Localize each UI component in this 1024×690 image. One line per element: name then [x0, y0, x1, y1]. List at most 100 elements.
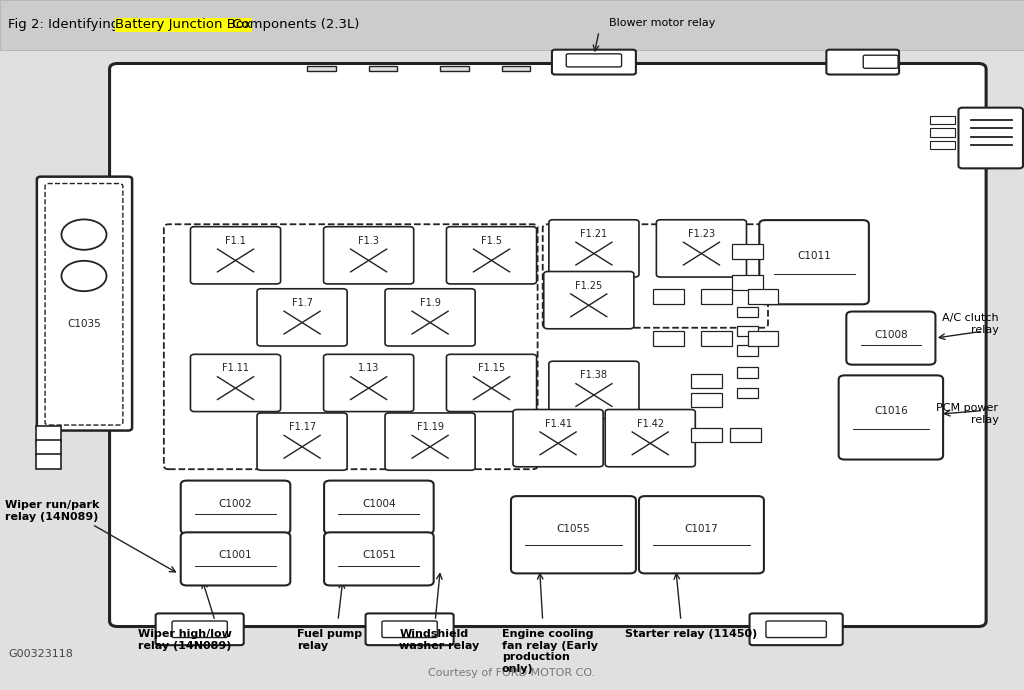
Bar: [691, 428, 722, 442]
Text: F1.11: F1.11: [222, 364, 249, 373]
Bar: [701, 289, 732, 304]
Text: PCM power
relay: PCM power relay: [936, 403, 998, 425]
Bar: [502, 66, 530, 71]
Text: Wiper run/park
relay (14N089): Wiper run/park relay (14N089): [5, 500, 99, 522]
FancyBboxPatch shape: [839, 375, 943, 460]
Bar: [0, 0, 1024, 50]
FancyBboxPatch shape: [826, 50, 899, 75]
Text: Components (2.3L): Components (2.3L): [227, 19, 359, 31]
Text: C1002: C1002: [219, 499, 252, 509]
Bar: [369, 66, 397, 71]
Text: G00323118: G00323118: [8, 649, 73, 659]
Bar: [737, 345, 758, 356]
Text: F1.38: F1.38: [581, 371, 607, 380]
Text: Blower motor relay: Blower motor relay: [609, 18, 716, 28]
FancyBboxPatch shape: [552, 50, 636, 75]
FancyBboxPatch shape: [656, 219, 746, 277]
Text: 1.13: 1.13: [358, 364, 379, 373]
Bar: [36, 440, 61, 455]
FancyBboxPatch shape: [385, 288, 475, 346]
FancyBboxPatch shape: [760, 220, 868, 304]
Text: Courtesy of FORD MOTOR CO.: Courtesy of FORD MOTOR CO.: [428, 668, 596, 678]
Text: C1055: C1055: [557, 524, 590, 534]
Text: F1.15: F1.15: [478, 364, 505, 373]
Bar: [653, 289, 684, 304]
Text: C1051: C1051: [362, 551, 395, 560]
Bar: [653, 331, 684, 346]
Text: F1.23: F1.23: [688, 229, 715, 239]
Bar: [930, 116, 955, 124]
Bar: [748, 331, 778, 346]
Text: Engine cooling
fan relay (Early
production
only): Engine cooling fan relay (Early producti…: [502, 629, 598, 674]
FancyBboxPatch shape: [37, 177, 132, 431]
Text: F1.17: F1.17: [289, 422, 315, 432]
Text: Wiper high/low
relay (14N089): Wiper high/low relay (14N089): [138, 629, 232, 651]
Bar: [307, 66, 336, 71]
Text: C1017: C1017: [685, 524, 718, 534]
Text: F1.25: F1.25: [575, 281, 602, 290]
Text: F1.19: F1.19: [417, 422, 443, 432]
Text: F1.42: F1.42: [637, 419, 664, 428]
Text: Windshield
washer relay: Windshield washer relay: [399, 629, 479, 651]
Text: Starter relay (11450): Starter relay (11450): [625, 629, 757, 639]
Bar: [732, 275, 763, 290]
Text: F1.5: F1.5: [481, 236, 502, 246]
FancyBboxPatch shape: [366, 613, 454, 645]
FancyBboxPatch shape: [766, 621, 826, 638]
FancyBboxPatch shape: [110, 63, 986, 627]
FancyBboxPatch shape: [863, 55, 898, 68]
FancyBboxPatch shape: [190, 226, 281, 284]
FancyBboxPatch shape: [257, 413, 347, 471]
FancyBboxPatch shape: [544, 272, 634, 329]
FancyBboxPatch shape: [324, 226, 414, 284]
Bar: [748, 289, 778, 304]
Text: C1001: C1001: [219, 551, 252, 560]
FancyBboxPatch shape: [446, 355, 537, 411]
Bar: [737, 367, 758, 378]
Circle shape: [61, 261, 106, 291]
Text: C1011: C1011: [798, 251, 830, 261]
FancyBboxPatch shape: [382, 621, 437, 638]
FancyBboxPatch shape: [549, 362, 639, 418]
Bar: [36, 426, 61, 442]
Bar: [930, 141, 955, 149]
Text: F1.1: F1.1: [225, 236, 246, 246]
FancyBboxPatch shape: [385, 413, 475, 471]
Text: C1035: C1035: [68, 319, 100, 329]
FancyBboxPatch shape: [513, 410, 603, 466]
Bar: [737, 388, 758, 399]
Text: C1004: C1004: [362, 499, 395, 509]
FancyBboxPatch shape: [180, 533, 291, 585]
Bar: [732, 244, 763, 259]
Bar: [691, 374, 722, 388]
Bar: [701, 331, 732, 346]
Text: F1.3: F1.3: [358, 236, 379, 246]
Text: Battery Junction Box: Battery Junction Box: [115, 19, 252, 31]
Bar: [440, 66, 469, 71]
Text: F1.7: F1.7: [292, 298, 312, 308]
FancyBboxPatch shape: [190, 355, 281, 411]
FancyBboxPatch shape: [324, 355, 414, 411]
Bar: [730, 428, 761, 442]
Bar: [737, 306, 758, 317]
FancyBboxPatch shape: [566, 54, 622, 67]
FancyBboxPatch shape: [257, 288, 347, 346]
Bar: [36, 454, 61, 469]
FancyBboxPatch shape: [172, 621, 227, 638]
Text: Fuel pump
relay: Fuel pump relay: [297, 629, 362, 651]
Text: C1016: C1016: [874, 406, 907, 416]
Text: Fig 2: Identifying: Fig 2: Identifying: [8, 19, 124, 31]
Bar: [930, 128, 955, 137]
Text: A/C clutch
relay: A/C clutch relay: [942, 313, 998, 335]
Circle shape: [61, 219, 106, 250]
Text: F1.9: F1.9: [420, 298, 440, 308]
FancyBboxPatch shape: [511, 496, 636, 573]
Bar: [737, 326, 758, 336]
FancyBboxPatch shape: [846, 312, 936, 364]
FancyBboxPatch shape: [180, 480, 291, 534]
Text: C1008: C1008: [874, 330, 907, 339]
FancyBboxPatch shape: [605, 410, 695, 466]
Bar: [691, 393, 722, 407]
FancyBboxPatch shape: [324, 533, 434, 585]
FancyBboxPatch shape: [958, 108, 1023, 168]
